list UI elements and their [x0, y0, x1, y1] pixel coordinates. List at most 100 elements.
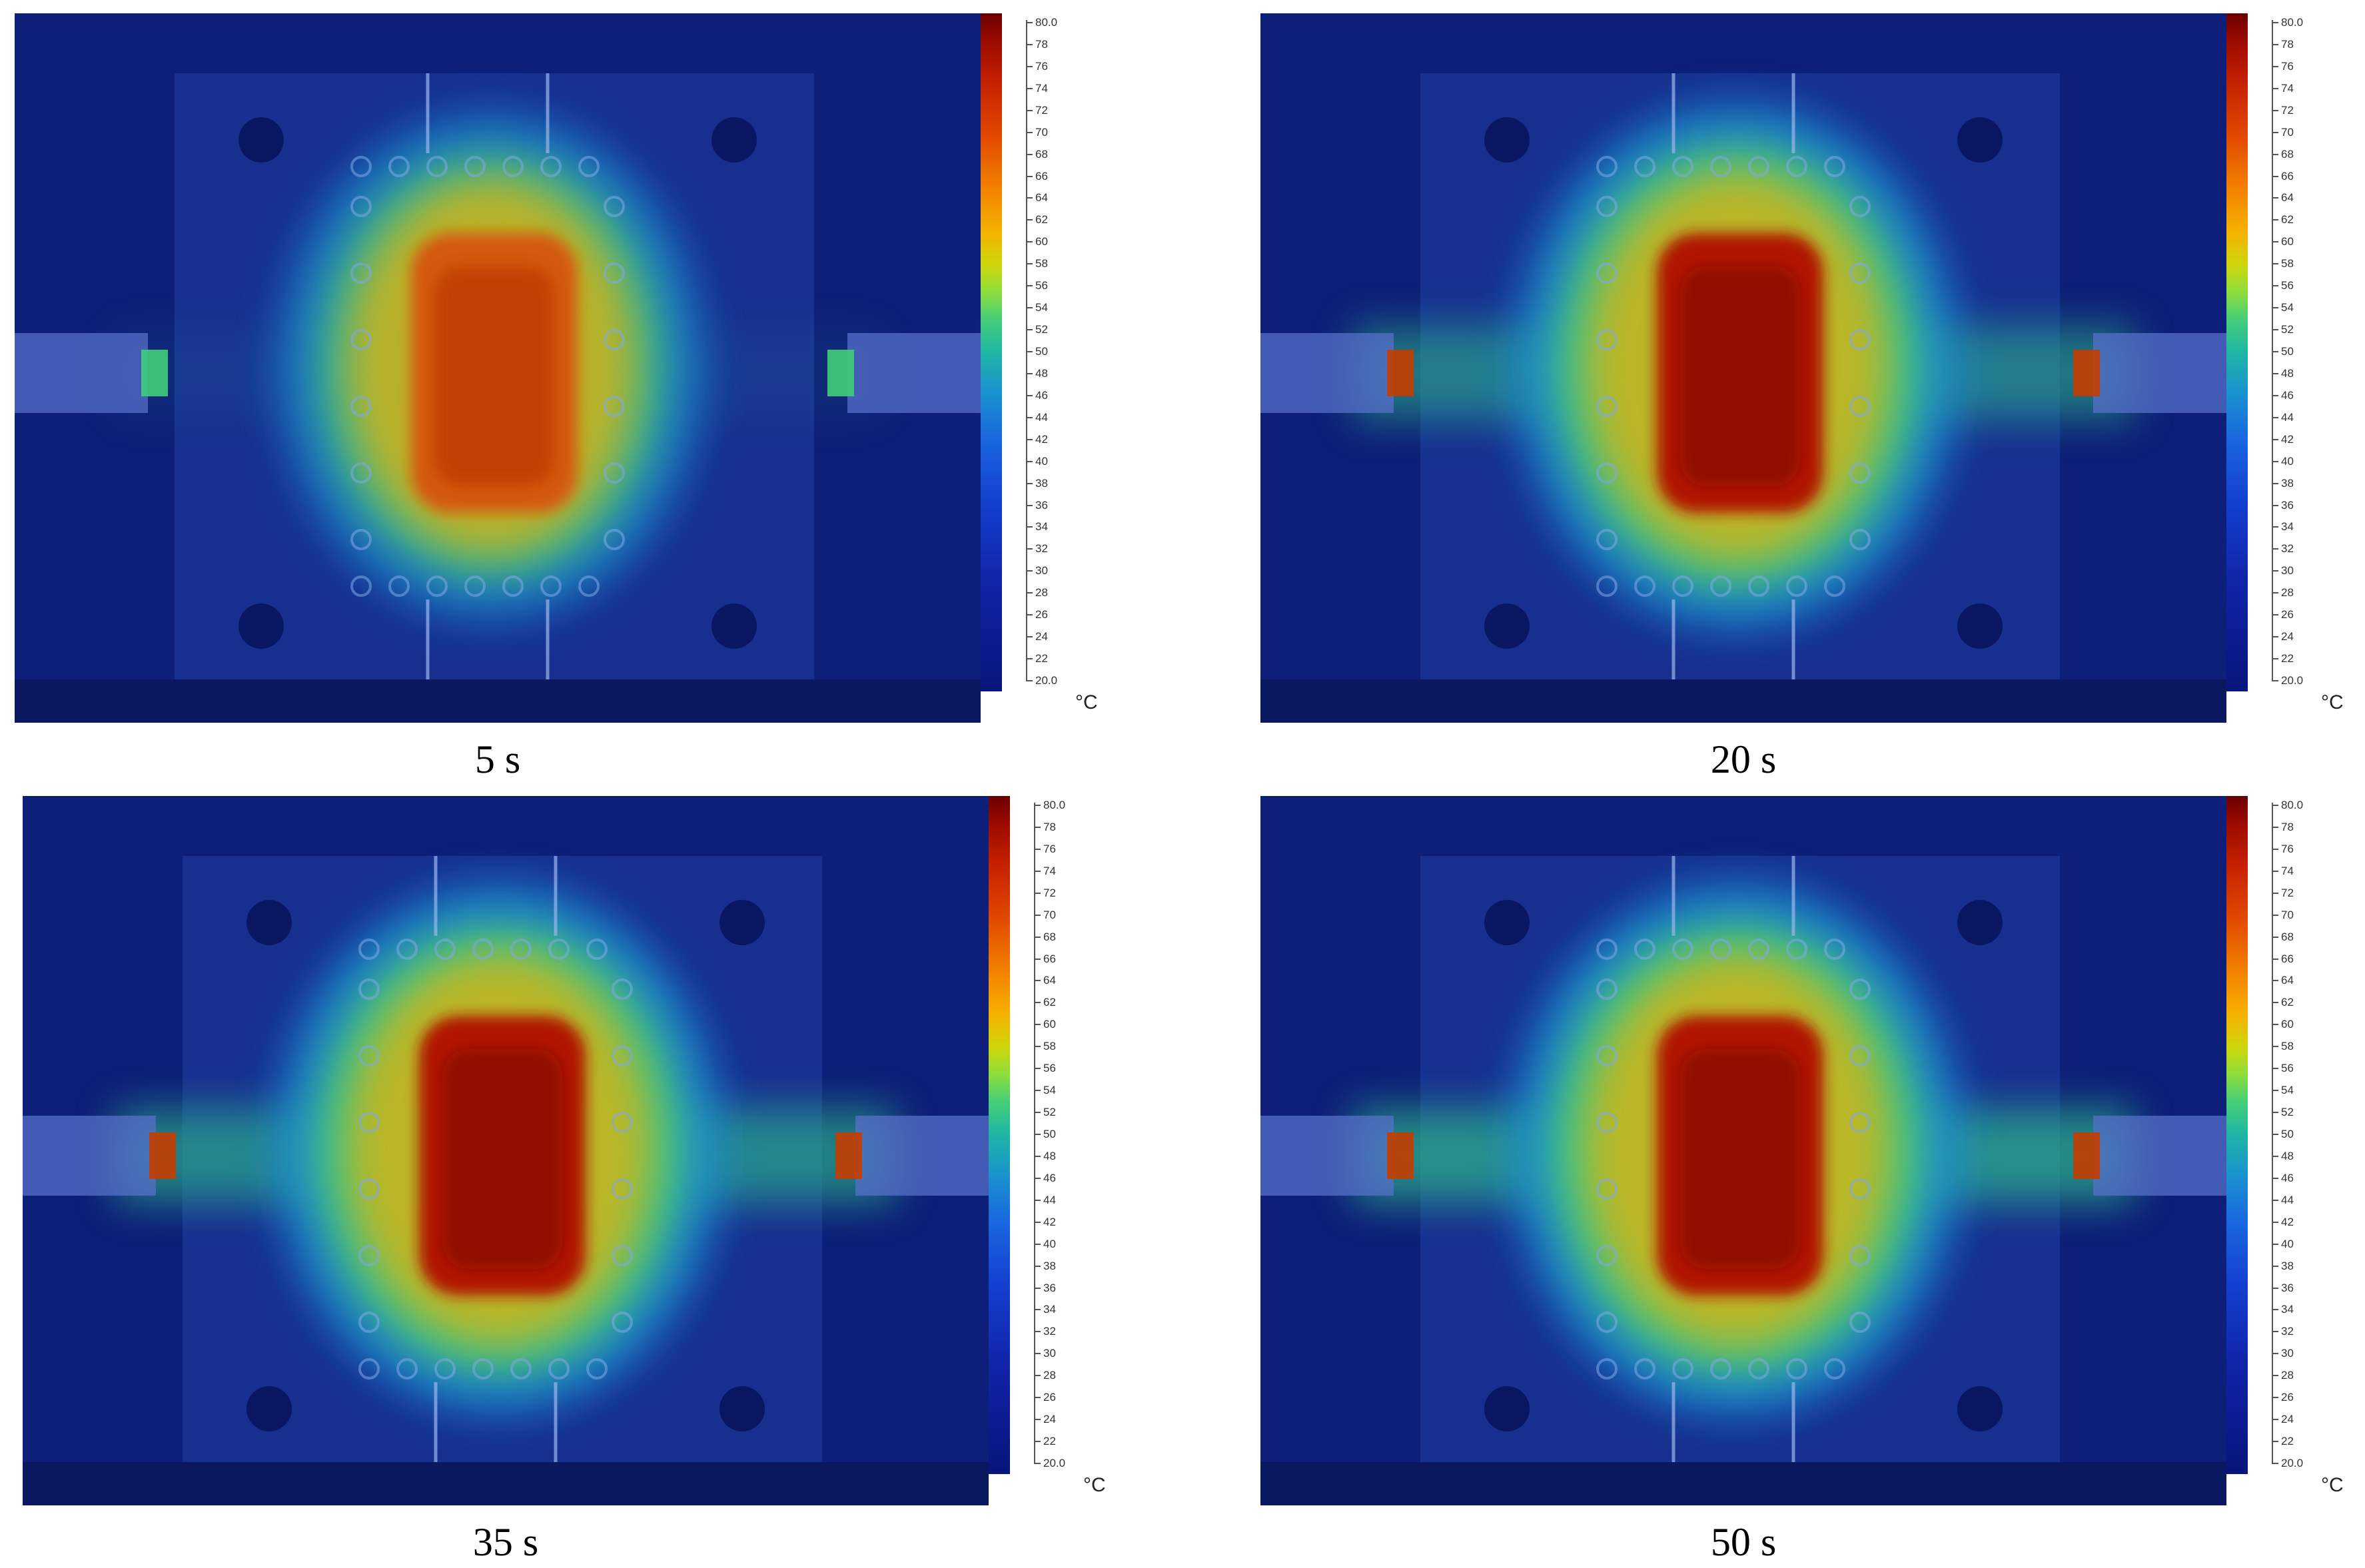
bolt-ring	[1748, 939, 1769, 960]
scale-tick-label: 60	[1043, 1018, 1056, 1031]
scale-tick-label: 62	[1035, 213, 1048, 226]
scale-tick-label: 64	[2281, 974, 2294, 987]
scale-tick-label: 56	[1043, 1062, 1056, 1075]
scale-tick-label: 30	[1043, 1347, 1056, 1360]
bolt-ring	[1849, 196, 1871, 217]
scale-tick-label: 62	[2281, 996, 2294, 1009]
bolt-ring	[540, 156, 562, 177]
bolt-ring	[358, 1312, 380, 1333]
scale-tick-label: 34	[2281, 520, 2294, 534]
bolt-ring	[1634, 156, 1656, 177]
scale-tick-label: 46	[1035, 388, 1048, 402]
scale-tick-label: 78	[2281, 820, 2294, 833]
bolt-ring	[1849, 1245, 1871, 1266]
bolt-ring	[1824, 576, 1845, 597]
scale-tick-label: 22	[1043, 1435, 1056, 1448]
scale-tick-label: 26	[1043, 1391, 1056, 1404]
bolt-ring	[540, 576, 562, 597]
temperature-scale: 80.0 78 76 74 72 70 68 66 64 62 60 58 56 54 52 50 48 46 44…	[1034, 796, 1094, 1474]
bolt-ring	[358, 939, 380, 960]
bolt-ring	[612, 1045, 633, 1066]
colorbar	[989, 796, 1010, 1474]
scale-tick-label: 26	[2281, 608, 2294, 621]
bolt-ring	[1596, 1112, 1618, 1133]
bolt-ring	[1849, 979, 1871, 1000]
bolt-ring	[578, 156, 600, 177]
thermal-panel: 80.0 78 76 74 72 70 68 66 64 62 60 58 56 54 52 50 48 46 44…	[8, 783, 1114, 1565]
bolt-ring	[1710, 576, 1731, 597]
scale-tick-label: 56	[2281, 279, 2294, 292]
bolt-ring	[612, 979, 633, 1000]
scale-tick-label: 78	[1043, 820, 1056, 833]
scale-tick-label: 76	[1035, 59, 1048, 73]
bolt-ring	[1596, 156, 1618, 177]
scale-tick-label: 22	[2281, 1435, 2294, 1448]
bolt-ring	[1596, 529, 1618, 550]
scale-tick-label: 38	[1035, 476, 1048, 490]
thermal-image	[15, 13, 981, 723]
bolt-ring	[1710, 1358, 1731, 1379]
bolt-ring	[350, 329, 372, 350]
scale-tick-label: 48	[1043, 1149, 1056, 1162]
thermal-image	[23, 796, 989, 1505]
bolt-ring	[396, 939, 418, 960]
bolt-ring	[502, 156, 524, 177]
scale-tick-label: 44	[1043, 1193, 1056, 1206]
bolt-ring	[358, 1245, 380, 1266]
bolt-ring	[1596, 196, 1618, 217]
bolt-ring	[1672, 939, 1693, 960]
scale-tick-label: 80.0	[2281, 16, 2304, 29]
scale-tick-label: 52	[2281, 323, 2294, 336]
panel-caption: 35 s	[472, 1520, 539, 1564]
bolt-ring	[586, 1358, 608, 1379]
scale-tick-label: 22	[2281, 652, 2294, 665]
bolt-ring	[358, 1045, 380, 1066]
scale-tick-label: 68	[1035, 147, 1048, 161]
scale-tick-label: 54	[2281, 301, 2294, 314]
scale-tick-label: 44	[2281, 1193, 2294, 1206]
scale-tick-label: 20.0	[2281, 1457, 2304, 1469]
bolt-ring	[1786, 576, 1807, 597]
scale-tick-label: 50	[2281, 345, 2294, 358]
thermal-panel: 80.0 78 76 74 72 70 68 66 64 62 60 58 56 54 52 50 48 46 44…	[1246, 0, 2352, 783]
scale-tick-label: 20.0	[1043, 1457, 1066, 1469]
scale-tick-label: 42	[2281, 432, 2294, 446]
bolt-ring	[426, 576, 448, 597]
scale-tick-label: 72	[2281, 103, 2294, 117]
bolt-ring	[586, 939, 608, 960]
bolt-ring	[1786, 1358, 1807, 1379]
unit-label: °C	[2321, 1474, 2344, 1496]
scale-tick-label: 32	[2281, 542, 2294, 556]
scale-tick-label: 30	[2281, 564, 2294, 578]
scale-tick-label: 62	[1043, 996, 1056, 1009]
bolt-ring	[1634, 939, 1656, 960]
bolt-ring	[1748, 576, 1769, 597]
bolt-ring	[388, 576, 410, 597]
bolt-ring	[358, 1178, 380, 1200]
scale-tick-label: 58	[1035, 257, 1048, 270]
bolt-ring	[426, 156, 448, 177]
bolt-ring	[1849, 1178, 1871, 1200]
unit-label: °C	[2321, 691, 2344, 713]
scale-tick-label: 56	[2281, 1062, 2294, 1075]
scale-tick-label: 40	[2281, 1237, 2294, 1250]
scale-tick-label: 44	[2281, 410, 2294, 424]
bolt-ring	[1849, 329, 1871, 350]
bolt-ring	[548, 1358, 570, 1379]
scale-tick-label: 76	[2281, 842, 2294, 855]
scale-tick-label: 22	[1035, 652, 1048, 665]
scale-tick-label: 80.0	[1043, 799, 1066, 811]
scale-tick-label: 46	[2281, 388, 2294, 402]
scale-tick-label: 32	[2281, 1325, 2294, 1338]
bolt-ring	[1596, 1045, 1618, 1066]
bolt-ring	[1849, 1112, 1871, 1133]
bolt-ring	[1748, 156, 1769, 177]
bolt-ring	[612, 1312, 633, 1333]
bolt-ring	[464, 576, 486, 597]
scale-tick-label: 66	[2281, 952, 2294, 965]
scale-tick-label: 32	[1035, 542, 1048, 556]
bolt-ring	[612, 1178, 633, 1200]
scale-tick-label: 50	[1035, 345, 1048, 358]
thermal-panel: 80.0 78 76 74 72 70 68 66 64 62 60 58 56 54 52 50 48 46 44…	[0, 0, 1106, 783]
bolt-ring	[502, 576, 524, 597]
